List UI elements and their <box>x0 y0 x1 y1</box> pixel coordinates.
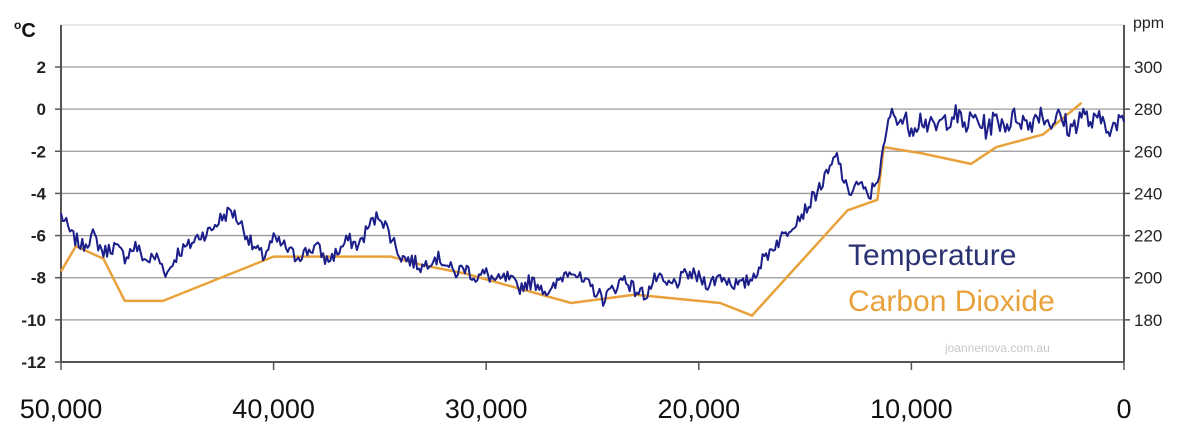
right-tick-label: 240 <box>1134 184 1162 203</box>
right-axis-unit: ppm <box>1133 15 1164 32</box>
right-tick-label: 280 <box>1134 100 1162 119</box>
right-tick-label: 220 <box>1134 227 1162 246</box>
left-tick-label: 2 <box>37 58 46 77</box>
left-tick-label: -8 <box>31 269 46 288</box>
legend-carbon-dioxide: Carbon Dioxide <box>848 285 1055 318</box>
right-tick-label: 300 <box>1134 58 1162 77</box>
x-tick-label: 10,000 <box>870 394 953 424</box>
x-tick-label: 0 <box>1116 394 1131 424</box>
x-axis-ticks: 50,000 40,000 30,000 20,000 10,000 0 <box>20 362 1132 424</box>
x-tick-label: 40,000 <box>232 394 315 424</box>
left-tick-label: -10 <box>21 311 46 330</box>
legend-temperature: Temperature <box>848 239 1016 272</box>
left-axis-unit: oC <box>14 18 36 42</box>
right-axis-ticks: 300 280 260 240 220 200 180 <box>1124 58 1162 330</box>
left-tick-label: -2 <box>31 142 46 161</box>
watermark: joannenova.com.au <box>944 341 1050 355</box>
series-line-temperature <box>60 104 1125 307</box>
x-tick-label: 20,000 <box>658 394 741 424</box>
right-tick-label: 200 <box>1134 269 1162 288</box>
left-axis-ticks: 2 0 -2 -4 -6 -8 -10 -12 <box>21 58 61 372</box>
series-layer <box>59 101 1125 317</box>
right-tick-label: 260 <box>1134 142 1162 161</box>
x-tick-label: 30,000 <box>445 394 528 424</box>
x-tick-label: 50,000 <box>20 394 103 424</box>
left-tick-label: 0 <box>37 100 46 119</box>
left-tick-label: -12 <box>21 353 46 372</box>
right-tick-label: 180 <box>1134 311 1162 330</box>
left-tick-label: -4 <box>31 184 47 203</box>
left-tick-label: -6 <box>31 227 46 246</box>
